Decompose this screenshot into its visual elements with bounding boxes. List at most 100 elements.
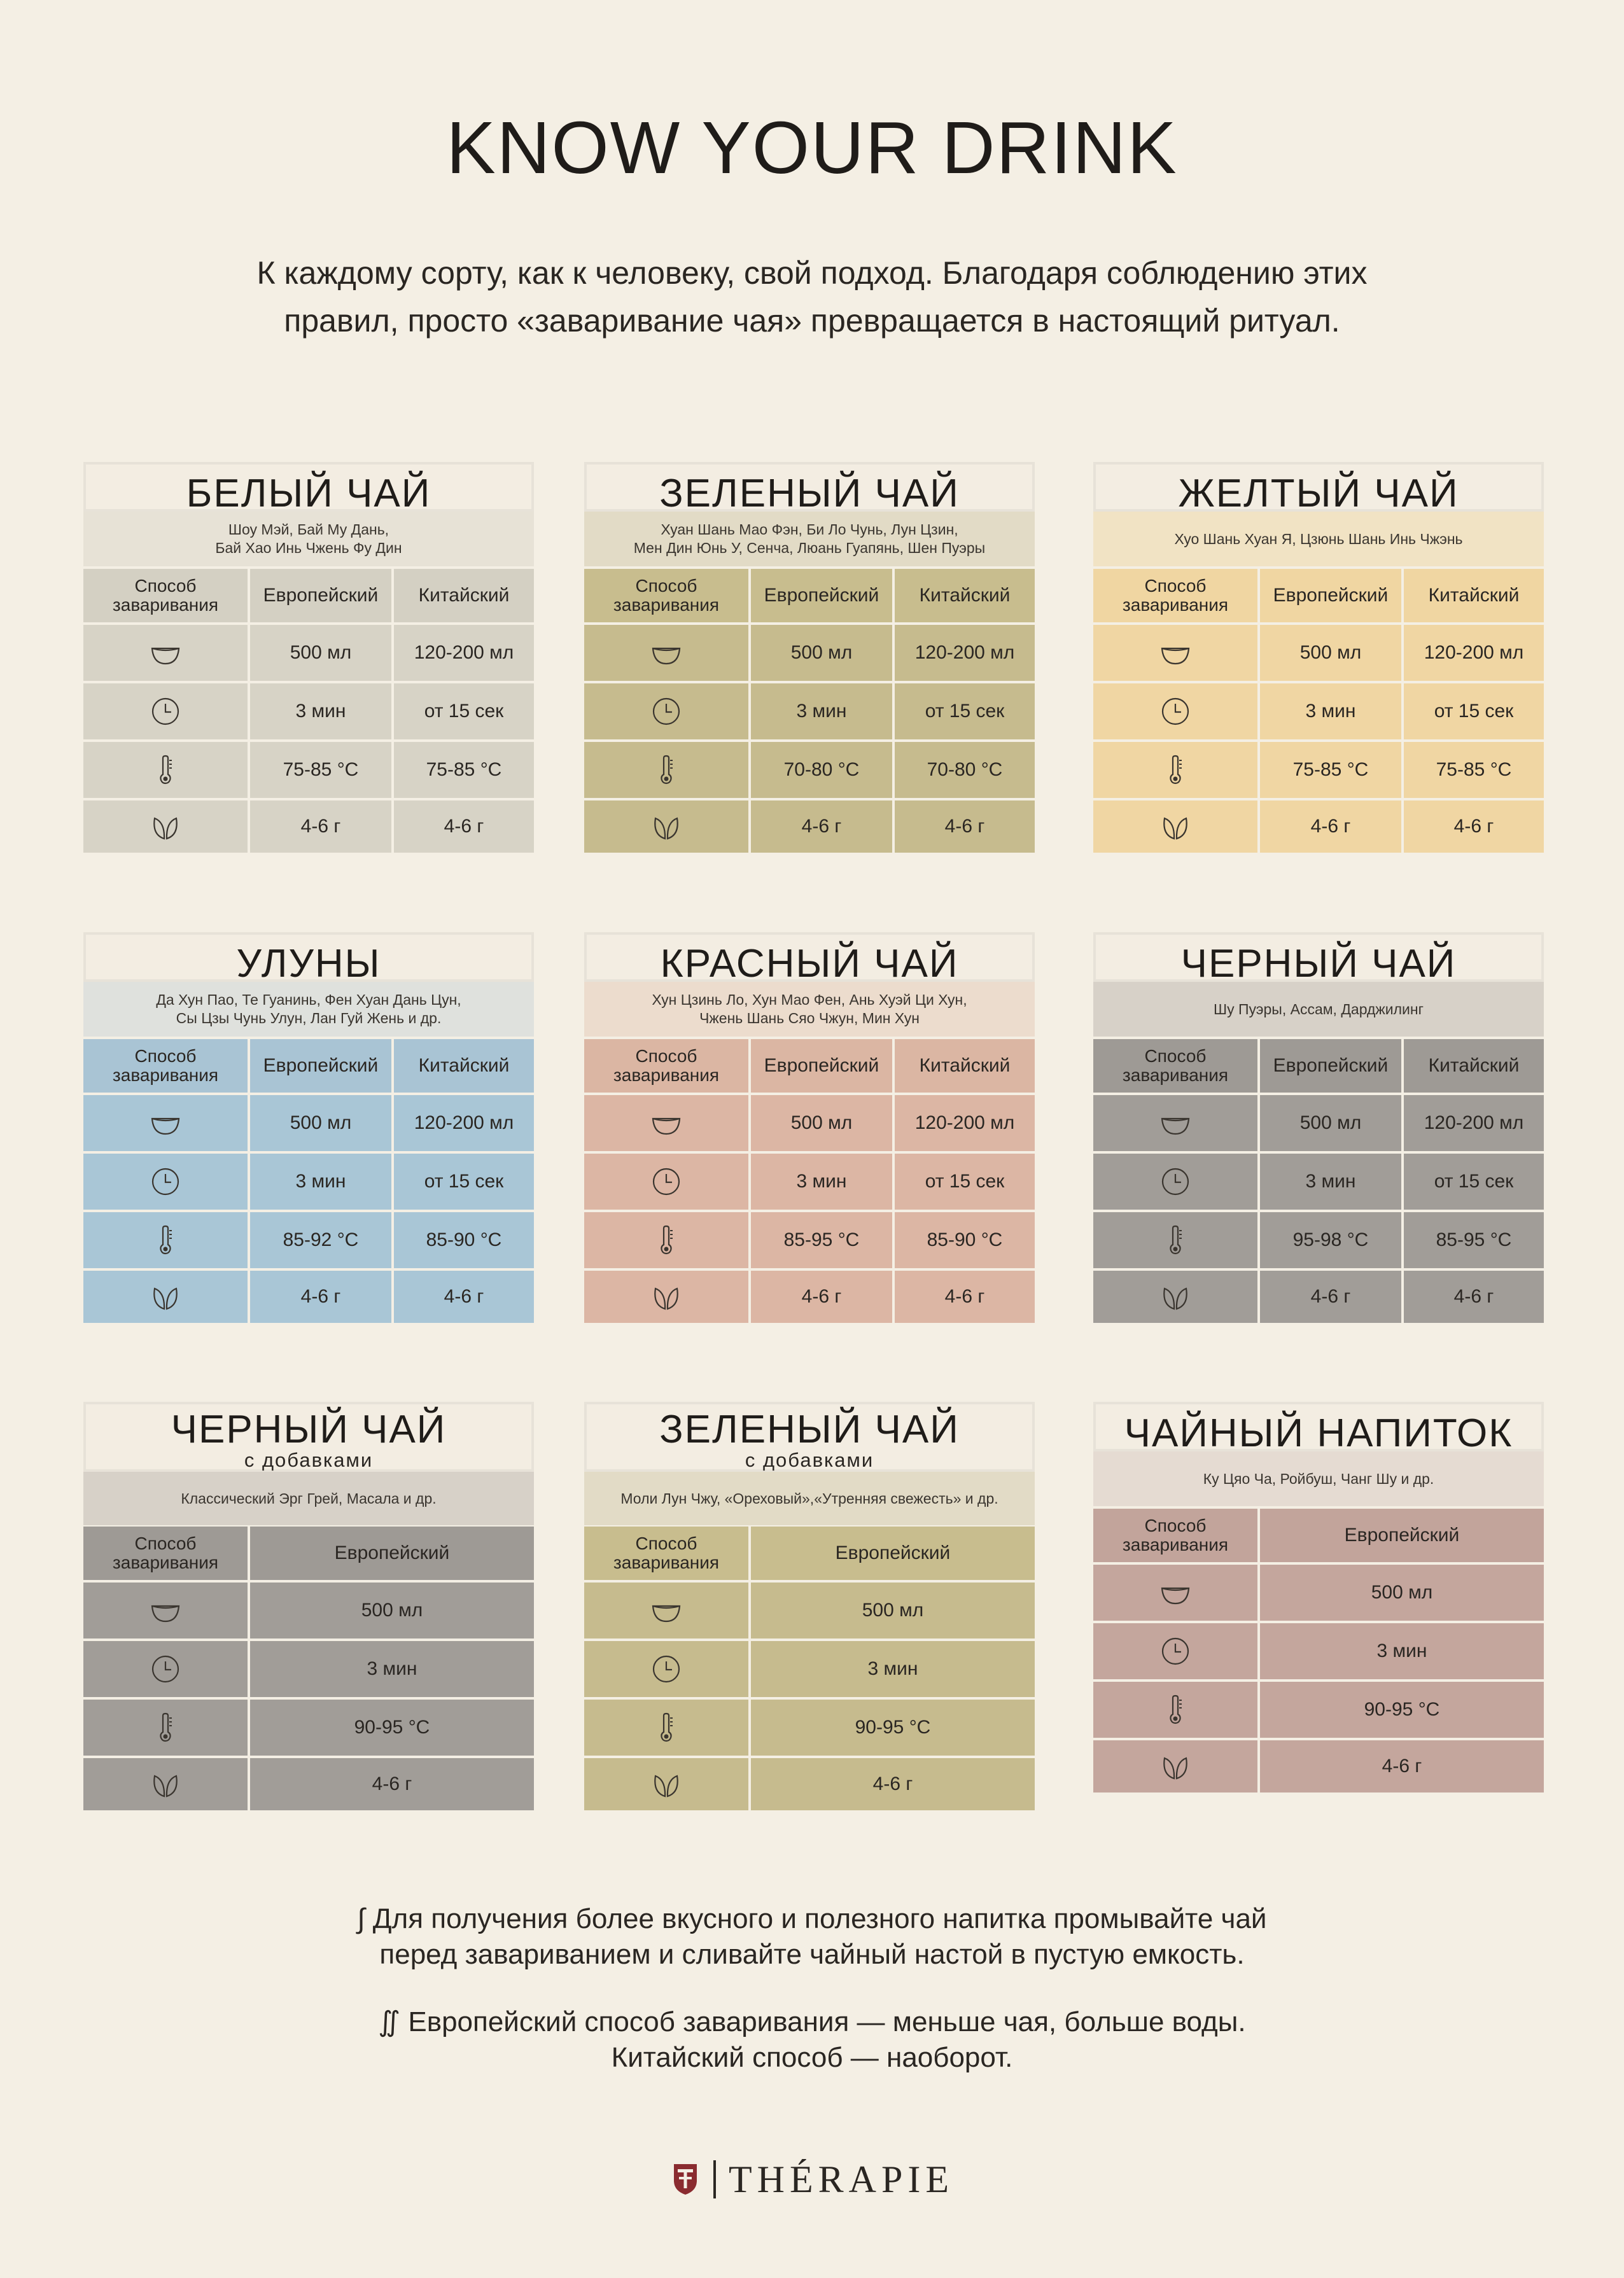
thermometer-icon: [83, 1700, 248, 1756]
tea-card-header: ЧЕРНЫЙ ЧАЙ с добавками: [83, 1402, 534, 1472]
tea-varieties: Шу Пуэры, Ассам, Дарджилинг: [1093, 982, 1544, 1037]
tea-varieties: Моли Лун Чжу, «Ореховый»,«Утренняя свеже…: [584, 1472, 1035, 1525]
chinese-value: 85-95 °C: [1404, 1212, 1544, 1268]
tea-card: БЕЛЫЙ ЧАЙ Шоу Мэй, Бай Му Дань, Бай Хао И…: [83, 462, 534, 853]
european-value: 3 мин: [751, 1154, 892, 1210]
table-row: 3 мин: [584, 1641, 1035, 1697]
thermometer-icon: [584, 742, 748, 798]
table-row: 500 мл 120-200 мл: [584, 625, 1035, 681]
tea-varieties: Ку Цяо Ча, Ройбуш, Чанг Шу и др.: [1093, 1451, 1544, 1506]
tea-varieties: Шоу Мэй, Бай Му Дань, Бай Хао Инь Чжень …: [83, 512, 534, 566]
european-value: 95-98 °C: [1260, 1212, 1401, 1268]
chinese-value: 85-90 °C: [895, 1212, 1035, 1268]
table-row: 3 мин от 15 сек: [1093, 1154, 1544, 1210]
european-header: Европейский: [751, 569, 892, 622]
european-value: 4-6 г: [250, 800, 391, 853]
brand-separator: [713, 2160, 716, 2198]
european-header: Европейский: [250, 569, 391, 622]
tea-name: ЧЕРНЫЙ ЧАЙ: [171, 1408, 447, 1451]
table-header-row: Способ заваривания Европейский Китайский: [584, 1039, 1035, 1093]
european-value: 70-80 °C: [751, 742, 892, 798]
european-value: 4-6 г: [751, 1758, 1035, 1810]
european-header: Европейский: [1260, 569, 1401, 622]
table-row: 85-92 °C 85-90 °C: [83, 1212, 534, 1268]
chinese-value: 120-200 мл: [1404, 625, 1544, 681]
european-header: Европейский: [1260, 1509, 1544, 1562]
clock-icon: [584, 1641, 748, 1697]
european-value: 75-85 °C: [1260, 742, 1401, 798]
table-header-row: Способ заваривания Европейский: [584, 1527, 1035, 1580]
table-row: 90-95 °C: [83, 1700, 534, 1756]
chinese-value: 4-6 г: [1404, 800, 1544, 853]
european-value: 3 мин: [250, 1641, 534, 1697]
table-header-row: Способ заваривания Европейский: [83, 1527, 534, 1580]
tea-leaf-icon: [1093, 1271, 1257, 1323]
tea-card: ЗЕЛЕНЫЙ ЧАЙ с добавками Моли Лун Чжу, «Оре…: [584, 1402, 1035, 1810]
clock-icon: [584, 1154, 748, 1210]
chinese-value: 4-6 г: [1404, 1271, 1544, 1323]
bowl-icon: [1093, 1095, 1257, 1151]
clock-icon: [1093, 683, 1257, 739]
european-header: Европейский: [751, 1039, 892, 1093]
european-header: Европейский: [250, 1527, 534, 1580]
tea-leaf-icon: [83, 1758, 248, 1810]
table-row: 90-95 °C: [1093, 1682, 1544, 1738]
chinese-header: Китайский: [1404, 569, 1544, 622]
table-row: 500 мл 120-200 мл: [1093, 625, 1544, 681]
tea-card-header: ЗЕЛЕНЫЙ ЧАЙ: [584, 462, 1035, 515]
chinese-value: от 15 сек: [394, 1154, 534, 1210]
brand-logo: THÉRAPIE: [0, 2154, 1624, 2205]
tea-card-header: ЖЕЛТЫЙ ЧАЙ: [1093, 462, 1544, 515]
tea-card: ЧЕРНЫЙ ЧАЙ с добавками Классический Эрг Гр…: [83, 1402, 534, 1810]
bowl-icon: [584, 1095, 748, 1151]
table-row: 85-95 °C 85-90 °C: [584, 1212, 1035, 1268]
table-row: 75-85 °C 75-85 °C: [1093, 742, 1544, 798]
european-value: 4-6 г: [751, 800, 892, 853]
tea-varieties: Хуан Шань Мао Фэн, Би Ло Чунь, Лун Цзин,…: [584, 512, 1035, 566]
european-value: 500 мл: [1260, 625, 1401, 681]
chinese-value: 120-200 мл: [895, 1095, 1035, 1151]
table-row: 500 мл 120-200 мл: [584, 1095, 1035, 1151]
table-row: 500 мл 120-200 мл: [1093, 1095, 1544, 1151]
page-title: KNOW YOUR DRINK: [446, 106, 1178, 189]
chinese-value: 4-6 г: [394, 1271, 534, 1323]
tea-card-header: ЧЕРНЫЙ ЧАЙ: [1093, 932, 1544, 986]
chinese-value: от 15 сек: [1404, 683, 1544, 739]
european-value: 4-6 г: [1260, 800, 1401, 853]
chinese-value: от 15 сек: [895, 1154, 1035, 1210]
table-row: 3 мин: [83, 1641, 534, 1697]
tea-name: ЧАЙНЫЙ НАПИТОК: [1124, 1411, 1513, 1455]
european-value: 500 мл: [250, 625, 391, 681]
method-header: Способ заваривания: [83, 1039, 248, 1093]
table-row: 95-98 °C 85-95 °C: [1093, 1212, 1544, 1268]
tea-subtitle: с добавками: [745, 1449, 874, 1471]
table-row: 4-6 г 4-6 г: [584, 800, 1035, 853]
european-value: 3 мин: [1260, 1623, 1544, 1679]
table-row: 500 мл: [584, 1583, 1035, 1639]
chinese-value: 85-90 °C: [394, 1212, 534, 1268]
thermometer-icon: [1093, 1682, 1257, 1738]
european-value: 3 мин: [751, 683, 892, 739]
european-value: 4-6 г: [1260, 1740, 1544, 1792]
european-value: 3 мин: [1260, 1154, 1401, 1210]
tea-name: ЧЕРНЫЙ ЧАЙ: [1180, 942, 1457, 986]
tea-name: ЖЕЛТЫЙ ЧАЙ: [1178, 472, 1459, 515]
method-header: Способ заваривания: [584, 1527, 748, 1580]
european-value: 3 мин: [250, 683, 391, 739]
european-value: 4-6 г: [1260, 1271, 1401, 1323]
european-value: 4-6 г: [751, 1271, 892, 1323]
tea-card-header: ЗЕЛЕНЫЙ ЧАЙ с добавками: [584, 1402, 1035, 1472]
bowl-icon: [83, 1095, 248, 1151]
chinese-value: 120-200 мл: [394, 1095, 534, 1151]
method-header: Способ заваривания: [584, 569, 748, 622]
chinese-header: Китайский: [394, 1039, 534, 1093]
table-row: 500 мл 120-200 мл: [83, 625, 534, 681]
chinese-header: Китайский: [394, 569, 534, 622]
tea-card-header: КРАСНЫЙ ЧАЙ: [584, 932, 1035, 986]
european-value: 4-6 г: [250, 1758, 534, 1810]
chinese-header: Китайский: [895, 1039, 1035, 1093]
footnote-rinse: ∫ Для получения более вкусного и полезно…: [357, 1903, 1267, 1970]
chinese-value: 75-85 °C: [1404, 742, 1544, 798]
european-value: 85-95 °C: [751, 1212, 892, 1268]
tea-leaf-icon: [83, 800, 248, 853]
